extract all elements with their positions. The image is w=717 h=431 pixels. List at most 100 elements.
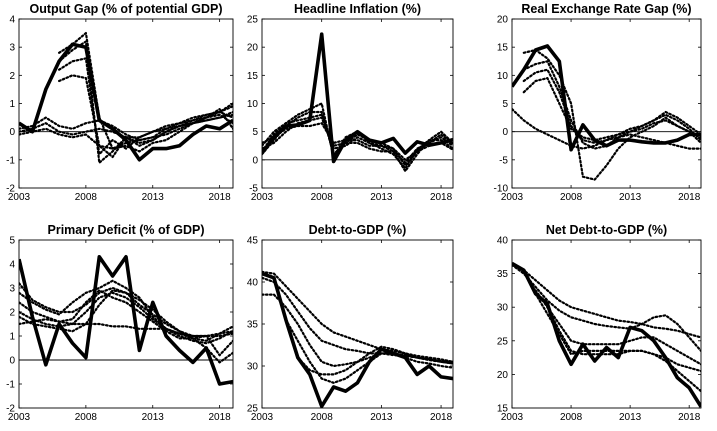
series-line-solid: [262, 271, 453, 408]
panel-5: Debt-to-GDP (%) 25 30 35 40 45 2003 2008 2013 201…: [247, 223, 454, 423]
panel-1: Output Gap (% of potential GDP) -2 -1 0 1 2 3 4…: [6, 2, 234, 203]
x-tick-label: 2013: [370, 192, 393, 203]
series-line-dotted: [262, 270, 453, 363]
y-tick-label: 3: [9, 284, 15, 295]
chart-title: Net Debt-to-GDP (%): [546, 223, 667, 237]
chart-title: Headline Inflation (%): [294, 2, 421, 16]
series-line-solid: [512, 44, 701, 152]
series-line-dotted: [296, 345, 453, 376]
series-line-dotted: [522, 48, 701, 181]
series-line-dotted: [262, 113, 453, 164]
x-tick-label: 2018: [678, 192, 701, 203]
y-tick-label: 20: [247, 43, 259, 54]
plot-frame: [18, 239, 234, 409]
series-line-dotted: [19, 289, 233, 357]
x-tick-label: 2003: [501, 412, 524, 423]
y-tick-label: 2: [9, 308, 15, 319]
x-tick-label: 2008: [560, 412, 583, 423]
x-tick-label: 2018: [209, 192, 232, 203]
y-tick-label: 15: [497, 43, 509, 54]
x-tick-label: 2003: [501, 192, 524, 203]
y-tick-label: 5: [9, 236, 15, 247]
x-tick-label: 2008: [311, 412, 334, 423]
y-tick-label: 2: [9, 71, 15, 82]
series-line-solid: [262, 32, 453, 164]
y-tick-label: 15: [497, 404, 509, 415]
series-line-dotted: [522, 68, 701, 144]
y-tick-label: -5: [499, 155, 508, 166]
y-tick-label: -2: [6, 184, 15, 195]
y-tick-label: 35: [497, 269, 509, 280]
y-tick-label: -2: [6, 404, 15, 415]
x-tick-label: 2003: [251, 192, 274, 203]
y-tick-label: 0: [9, 356, 15, 367]
plot-frame: [511, 18, 702, 189]
y-tick-label: 5: [252, 127, 258, 138]
x-tick-label: 2003: [8, 412, 31, 423]
y-tick-label: 45: [247, 236, 259, 247]
x-tick-label: 2013: [370, 412, 393, 423]
x-tick-label: 2018: [209, 412, 232, 423]
chart-title: Output Gap (% of potential GDP): [29, 2, 222, 16]
y-tick-label: 30: [247, 362, 259, 373]
x-tick-label: 2003: [251, 412, 274, 423]
series-line-dotted: [19, 102, 233, 159]
y-tick-label: 1: [9, 99, 15, 110]
panel-6: Net Debt-to-GDP (%) 15 20 25 30 35 40 2003 2008 2…: [497, 223, 702, 423]
series-line-dotted: [512, 262, 701, 339]
series-line-solid: [19, 254, 233, 386]
x-tick-label: 2018: [430, 412, 453, 423]
series-line-solid: [512, 261, 701, 408]
x-tick-label: 2003: [8, 192, 31, 203]
chart-title: Real Exchange Rate Gap (%): [521, 2, 691, 16]
series-line-dotted: [546, 306, 701, 373]
y-tick-label: 25: [247, 15, 259, 26]
y-tick-label: 4: [9, 15, 15, 26]
series-line-solid: [19, 42, 233, 162]
series-line-dotted: [522, 60, 701, 150]
y-tick-label: -5: [249, 184, 258, 195]
x-tick-label: 2008: [560, 192, 583, 203]
x-tick-label: 2018: [430, 192, 453, 203]
y-tick-label: 40: [247, 278, 259, 289]
x-tick-label: 2013: [142, 192, 165, 203]
y-tick-label: 10: [497, 71, 509, 82]
chart-title: Debt-to-GDP (%): [309, 223, 407, 237]
chart-title: Primary Deficit (% of GDP): [48, 223, 205, 237]
x-tick-label: 2008: [75, 192, 98, 203]
plot-frame: [261, 239, 454, 409]
y-tick-label: -1: [6, 155, 15, 166]
y-tick-label: 0: [252, 155, 258, 166]
y-tick-label: 0: [502, 127, 508, 138]
y-tick-label: 4: [9, 260, 15, 271]
y-tick-label: 20: [497, 370, 509, 381]
plot-frame: [511, 239, 702, 409]
panel-2: Headline Inflation (%) -5 0 5 10 15 20 25 2003 20…: [247, 2, 454, 203]
y-tick-label: 5: [502, 99, 508, 110]
y-tick-label: 30: [497, 303, 509, 314]
y-tick-label: 25: [247, 404, 259, 415]
panel-3: Real Exchange Rate Gap (%) -10 -5 0 5 10 15 20 2…: [494, 2, 702, 203]
y-tick-label: 40: [497, 236, 509, 247]
x-tick-label: 2018: [678, 412, 701, 423]
x-tick-label: 2008: [75, 412, 98, 423]
y-tick-label: 3: [9, 43, 15, 54]
x-tick-label: 2008: [311, 192, 334, 203]
series-line-dotted: [262, 122, 453, 161]
y-tick-label: 15: [247, 71, 259, 82]
series-line-dotted: [534, 289, 701, 366]
series-line-dotted: [522, 76, 701, 144]
plot-frame: [18, 18, 234, 189]
series-line-dotted: [512, 107, 701, 150]
series-line-dotted: [262, 110, 453, 167]
x-tick-label: 2013: [142, 412, 165, 423]
x-tick-label: 2013: [619, 412, 642, 423]
y-tick-label: -1: [6, 380, 15, 391]
series-line-dotted: [19, 291, 233, 338]
y-tick-label: 10: [247, 99, 259, 110]
plot-frame: [261, 18, 454, 189]
series-line-dotted: [57, 74, 233, 150]
y-tick-label: 20: [497, 15, 509, 26]
